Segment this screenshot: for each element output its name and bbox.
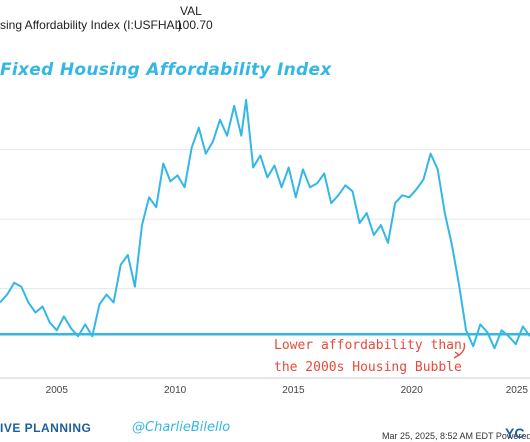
chart-grid [0, 149, 530, 379]
x-tick-label: 2015 [282, 385, 305, 396]
arrow-shaft [458, 342, 466, 356]
x-axis-ticks: 2005 2010 2015 2020 2025 [46, 385, 529, 396]
series-latest-value: 100.70 [176, 18, 213, 32]
timestamp-powered-by: Mar 25, 2025, 8:52 AM EDT Powered by [382, 431, 530, 441]
x-tick-label: 2010 [164, 385, 187, 396]
x-tick-label: 2020 [401, 385, 424, 396]
annotation-arrow [453, 342, 466, 359]
arrow-head [453, 351, 461, 359]
series-line [0, 98, 530, 350]
annotation-line-1: Lower affordability than [274, 338, 462, 353]
x-tick-label: 2025 [506, 385, 529, 396]
ycharts-logo[interactable]: YC [505, 425, 525, 441]
twitter-handle[interactable]: @CharlieBilello [132, 420, 231, 435]
x-tick-label: 2005 [46, 385, 69, 396]
brand-text: IVE PLANNING [0, 421, 92, 435]
series-name[interactable]: sing Affordability Index (I:USFHAI) [0, 18, 182, 32]
value-column-label: VAL [180, 4, 202, 18]
chart-header: VAL sing Affordability Index (I:USFHAI) … [0, 0, 530, 34]
chart-title: Fixed Housing Affordability Index [0, 60, 332, 80]
annotation-line-2: the 2000s Housing Bubble [274, 360, 462, 375]
